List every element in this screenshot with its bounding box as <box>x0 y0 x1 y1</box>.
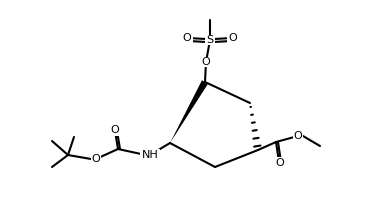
Bar <box>274 157 284 167</box>
Bar <box>110 126 120 136</box>
Text: O: O <box>201 57 211 67</box>
Bar <box>201 57 211 67</box>
Text: O: O <box>111 125 119 135</box>
Bar <box>205 35 215 45</box>
Text: O: O <box>294 131 302 141</box>
Bar <box>293 131 303 141</box>
Bar <box>227 33 237 43</box>
Bar <box>183 33 193 43</box>
Polygon shape <box>170 80 208 143</box>
Bar <box>91 154 101 164</box>
Text: O: O <box>276 158 284 168</box>
Text: O: O <box>91 154 101 164</box>
Text: NH: NH <box>142 150 158 160</box>
Text: S: S <box>206 35 214 45</box>
Text: O: O <box>183 33 191 43</box>
Bar <box>140 149 160 161</box>
Text: O: O <box>229 33 237 43</box>
